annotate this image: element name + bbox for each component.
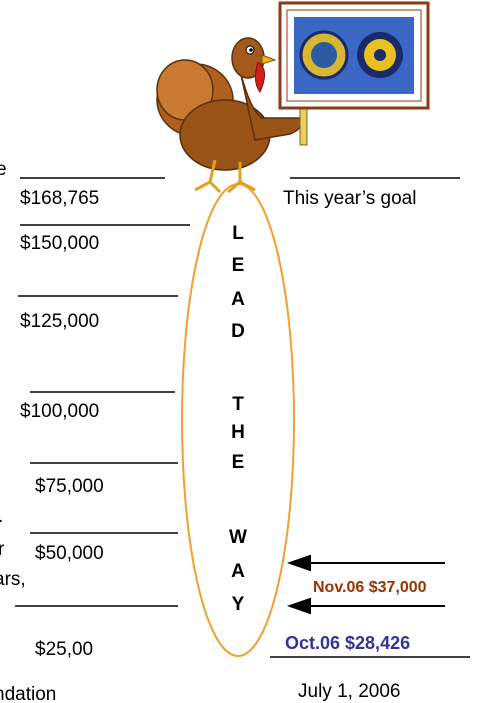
slogan-letter: A bbox=[231, 289, 245, 310]
page: $168,765 This year’s goal $150,000 $125,000… bbox=[0, 0, 490, 703]
slogan-letter: T bbox=[232, 394, 244, 415]
cut-off-text: r bbox=[0, 539, 5, 560]
slogan-letter: D bbox=[231, 321, 245, 342]
level-label: $100,000 bbox=[20, 401, 99, 422]
logo-sign bbox=[280, 3, 428, 108]
slogan-letter: L bbox=[232, 223, 244, 244]
progress-label: Nov.06 $37,000 bbox=[313, 579, 427, 596]
level-label: $75,000 bbox=[35, 476, 104, 497]
cut-off-text: ndation bbox=[0, 684, 56, 703]
cut-off-text: e bbox=[0, 159, 7, 180]
goal-label: This year’s goal bbox=[283, 188, 416, 209]
slogan-letter: H bbox=[231, 422, 245, 443]
level-label: $125,000 bbox=[20, 311, 99, 332]
slogan-letter: Y bbox=[232, 594, 245, 615]
slogan-letter: A bbox=[231, 561, 245, 582]
level-label: $150,000 bbox=[20, 233, 99, 254]
goal-amount: $168,765 bbox=[20, 188, 99, 209]
progress-label: Oct.06 $28,426 bbox=[285, 633, 410, 653]
cut-off-text: . bbox=[0, 506, 3, 527]
start-date: July 1, 2006 bbox=[298, 681, 400, 702]
cut-off-text: ars, bbox=[0, 569, 26, 590]
slogan-letter: E bbox=[232, 452, 245, 473]
slogan-letter: W bbox=[229, 527, 247, 548]
thermometer-graphic: $168,765 This year’s goal $150,000 $125,000… bbox=[0, 0, 490, 703]
level-label: $50,000 bbox=[35, 543, 104, 564]
slogan-letter: E bbox=[232, 255, 245, 276]
level-label: $25,00 bbox=[35, 639, 93, 660]
